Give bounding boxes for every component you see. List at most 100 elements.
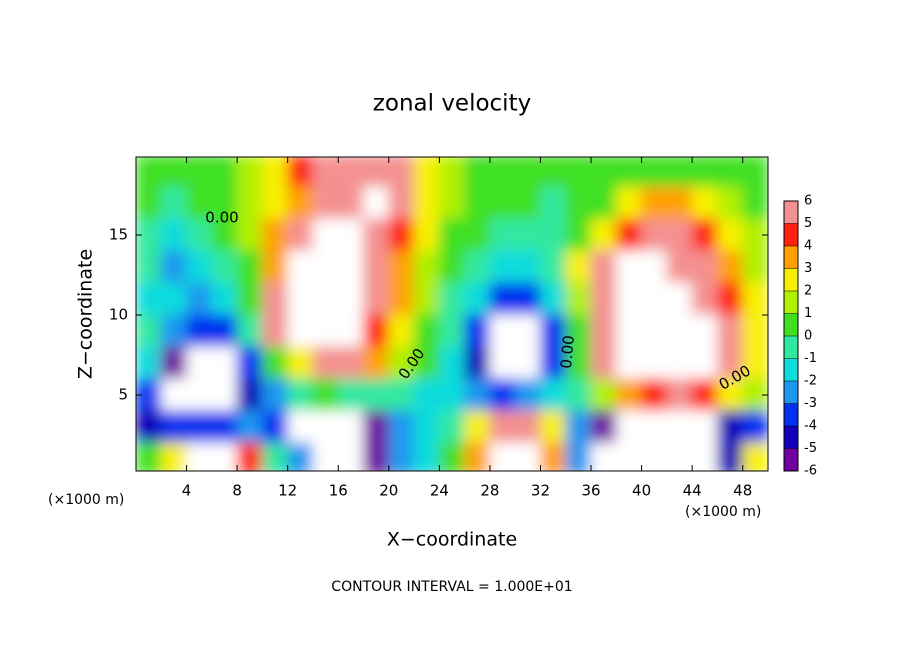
cell (287, 378, 314, 412)
note: CONTOUR INTERVAL = 1.000E+01 (331, 579, 572, 595)
cell (666, 410, 693, 444)
colorbar-swatch (784, 201, 798, 224)
cell (464, 250, 491, 284)
cell (464, 378, 491, 412)
cell (539, 250, 567, 284)
cell (742, 314, 768, 348)
cell (464, 218, 491, 252)
cell (236, 346, 263, 380)
cell (514, 186, 541, 220)
cell (539, 442, 567, 471)
cell (413, 250, 440, 284)
cell (211, 346, 238, 380)
cell (539, 218, 567, 252)
cell (312, 378, 339, 412)
cell (236, 282, 263, 316)
colorbar-swatch (784, 268, 798, 291)
cell (388, 410, 415, 444)
cell (514, 410, 541, 444)
cell (337, 442, 365, 471)
cell (691, 410, 718, 444)
cell (539, 378, 567, 412)
cell (539, 314, 567, 348)
cell (186, 442, 213, 471)
cell (565, 218, 592, 252)
cell (489, 186, 516, 220)
x-tick-label: 28 (480, 482, 499, 500)
y-tick-label: 15 (109, 226, 128, 244)
colorbar-tick-label: 6 (804, 194, 812, 209)
cell (363, 410, 390, 444)
cell (236, 378, 263, 412)
cell (716, 218, 744, 252)
cell (565, 250, 592, 284)
cell (388, 282, 415, 316)
cell (312, 157, 339, 188)
cell (742, 442, 768, 471)
colorbar-swatch (784, 403, 798, 426)
cell (565, 378, 592, 412)
cell (211, 442, 238, 471)
x-tick-label: 48 (733, 482, 752, 500)
cell (388, 314, 415, 348)
cell (186, 378, 213, 412)
cell (539, 346, 567, 380)
cell (312, 282, 339, 316)
cell (691, 250, 718, 284)
cell (742, 410, 768, 444)
cell (489, 218, 516, 252)
chart-title: zonal velocity (373, 91, 531, 117)
cell (413, 442, 440, 471)
cell (666, 186, 693, 220)
cell (615, 314, 643, 348)
cell (590, 378, 617, 412)
cell (337, 186, 365, 220)
cell (742, 250, 768, 284)
cell (565, 314, 592, 348)
cell (413, 218, 440, 252)
cell (691, 282, 718, 316)
x-tick-label: 40 (632, 482, 651, 500)
colorbar-swatch (784, 381, 798, 404)
cell (438, 157, 466, 188)
cell (590, 250, 617, 284)
cell (186, 250, 213, 284)
cell (691, 186, 718, 220)
cell (160, 346, 188, 380)
cell (464, 314, 491, 348)
cell (186, 346, 213, 380)
cell (337, 250, 365, 284)
cell (236, 250, 263, 284)
x-unit: (×1000 m) (48, 492, 124, 508)
cell (186, 186, 213, 220)
cell (312, 314, 339, 348)
cell (742, 346, 768, 380)
cell (413, 282, 440, 316)
cell (691, 378, 718, 412)
cell (514, 157, 541, 188)
cell (236, 218, 263, 252)
cell (666, 218, 693, 252)
colorbar-tick-label: 0 (804, 329, 812, 344)
cell (363, 186, 390, 220)
cell (261, 314, 289, 348)
cell (136, 314, 162, 348)
cell (590, 282, 617, 316)
cell (641, 314, 668, 348)
cell (136, 410, 162, 444)
cell (413, 410, 440, 444)
cell (236, 314, 263, 348)
cell (388, 442, 415, 471)
cell (514, 442, 541, 471)
cell (565, 186, 592, 220)
x-tick-label: 20 (379, 482, 398, 500)
cell (287, 282, 314, 316)
plot-frame (135, 156, 769, 472)
cell (666, 250, 693, 284)
cell (716, 442, 744, 471)
cell (312, 442, 339, 471)
cell (666, 442, 693, 471)
cell (641, 282, 668, 316)
cell (312, 346, 339, 380)
